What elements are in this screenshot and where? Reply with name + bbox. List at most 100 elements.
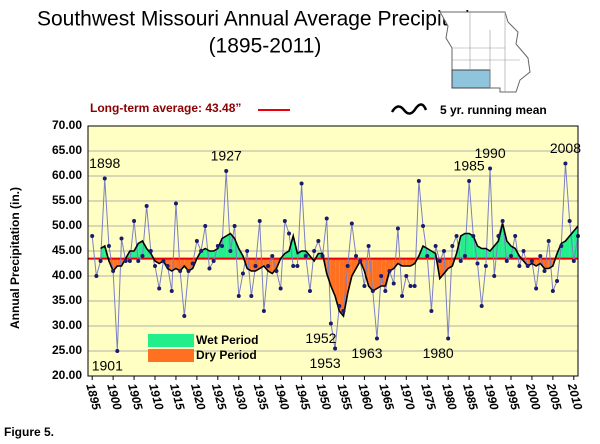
data-point — [111, 269, 116, 273]
period-fill — [385, 258, 390, 286]
data-point — [550, 289, 555, 293]
data-point — [211, 259, 216, 263]
data-point — [270, 254, 275, 258]
y-tick-label: 35.00 — [52, 293, 82, 307]
data-point — [341, 309, 346, 313]
data-point — [563, 161, 568, 166]
data-point — [249, 294, 254, 298]
data-point — [207, 266, 212, 271]
data-point — [475, 261, 480, 266]
data-point — [492, 274, 497, 278]
period-fill — [565, 236, 570, 259]
data-point — [337, 304, 342, 308]
period-fill — [272, 258, 277, 274]
period-fill — [351, 258, 357, 276]
data-point — [370, 289, 375, 293]
x-tick-label: 1940 — [272, 382, 293, 412]
annotation: 1898 — [89, 155, 120, 171]
period-fill — [263, 258, 269, 271]
data-point — [203, 224, 208, 228]
data-point — [186, 269, 191, 273]
period-fill — [255, 258, 260, 271]
data-point — [140, 254, 145, 258]
data-point — [542, 269, 547, 273]
data-point — [90, 234, 95, 238]
x-tick-label: 1985 — [460, 382, 481, 412]
period-fill — [406, 258, 411, 266]
data-point — [433, 244, 438, 248]
data-point — [508, 254, 513, 258]
annotation: 1963 — [351, 345, 382, 361]
data-point — [479, 304, 484, 308]
data-point — [307, 289, 312, 293]
chart-subtitle: (1895-2011) — [209, 35, 322, 58]
legend-label: Wet Period — [196, 333, 258, 347]
y-tick-label: 40.00 — [52, 268, 82, 282]
data-point — [333, 346, 338, 351]
x-tick-label: 1910 — [146, 382, 167, 412]
data-point — [240, 271, 245, 276]
x-tick-label: 1960 — [355, 382, 376, 412]
data-point — [400, 294, 405, 298]
data-point — [559, 244, 564, 248]
data-point — [366, 244, 371, 248]
data-point — [525, 264, 530, 268]
legend-label: 5 yr. running mean — [440, 103, 547, 117]
data-point — [178, 269, 183, 273]
period-fill — [498, 223, 503, 259]
period-fill — [138, 241, 143, 259]
x-tick-label: 1900 — [104, 382, 125, 412]
period-fill — [209, 251, 214, 259]
data-point — [190, 261, 195, 266]
data-point — [421, 224, 426, 228]
data-point — [571, 259, 576, 263]
data-point — [106, 244, 111, 248]
data-point — [488, 166, 493, 171]
x-tick-label: 1925 — [209, 382, 230, 412]
data-point — [282, 219, 287, 223]
period-fill — [113, 258, 118, 271]
period-fill — [372, 258, 377, 291]
x-tick-label: 1915 — [167, 382, 188, 412]
data-point — [391, 281, 396, 286]
data-point — [555, 279, 560, 283]
data-point — [454, 234, 459, 238]
data-point — [253, 264, 258, 268]
data-point — [458, 259, 463, 263]
data-point — [245, 249, 250, 253]
period-fill — [573, 226, 578, 259]
period-fill — [217, 238, 223, 259]
period-fill — [481, 248, 486, 259]
data-point — [450, 244, 455, 248]
data-point — [354, 254, 359, 258]
data-point — [182, 314, 187, 318]
period-fill — [389, 258, 394, 271]
plot-border — [87, 125, 579, 377]
data-point — [504, 259, 509, 263]
data-point — [157, 286, 162, 291]
figure-label: Figure 5. — [4, 425, 54, 439]
y-tick-label: 20.00 — [52, 368, 82, 382]
period-fill — [402, 258, 407, 266]
data-point — [169, 289, 174, 293]
period-fill — [469, 233, 474, 259]
data-point — [546, 239, 551, 243]
legend-label: Dry Period — [196, 348, 257, 362]
data-point — [521, 249, 526, 253]
data-point — [395, 226, 400, 231]
period-fill — [146, 248, 151, 259]
x-tick-label: 1945 — [293, 382, 314, 412]
data-point — [379, 274, 384, 278]
data-point — [303, 254, 308, 258]
data-point — [232, 224, 237, 228]
data-point — [446, 336, 451, 341]
data-point — [425, 254, 430, 258]
data-point — [295, 264, 300, 268]
y-tick-label: 55.00 — [52, 193, 82, 207]
period-fill — [410, 258, 415, 266]
data-point — [412, 284, 417, 288]
period-fill — [184, 258, 189, 271]
data-point — [416, 179, 421, 183]
data-point — [102, 176, 107, 181]
